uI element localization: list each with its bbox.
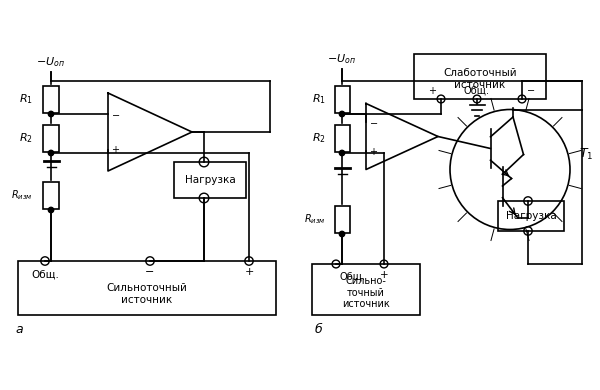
Circle shape	[340, 111, 344, 117]
Bar	[174, 162, 246, 198]
Circle shape	[49, 150, 54, 156]
Bar	[335, 206, 349, 232]
Circle shape	[49, 207, 54, 213]
Bar	[43, 124, 59, 151]
Circle shape	[49, 111, 54, 117]
Text: $-U_{оп}$: $-U_{оп}$	[37, 55, 65, 69]
Text: $-U_{оп}$: $-U_{оп}$	[328, 52, 356, 66]
Text: Сильно-
точный
источник: Сильно- точный источник	[342, 276, 390, 309]
Text: б: б	[315, 323, 323, 336]
Text: $T_1$: $T_1$	[579, 147, 593, 162]
Bar	[43, 181, 59, 209]
Text: $+$: $+$	[111, 144, 120, 155]
Text: $R_2$: $R_2$	[311, 131, 325, 145]
Bar	[335, 85, 349, 112]
Bar	[18, 261, 276, 315]
Text: Слаботочный: Слаботочный	[443, 69, 517, 78]
Text: $R_1$: $R_1$	[19, 92, 33, 106]
Text: +: +	[380, 270, 388, 280]
Bar	[498, 201, 564, 231]
Text: $+$: $+$	[369, 146, 378, 157]
Text: $R_{изм}$: $R_{изм}$	[11, 188, 33, 202]
Text: −: −	[145, 267, 155, 277]
Bar	[414, 54, 546, 99]
Text: +: +	[428, 86, 437, 96]
Text: +: +	[244, 267, 254, 277]
Bar	[312, 264, 420, 315]
Text: $-$: $-$	[111, 110, 120, 119]
Bar	[335, 124, 349, 151]
Text: −: −	[527, 86, 535, 96]
Text: Общ.: Общ.	[31, 270, 59, 280]
Text: $R_1$: $R_1$	[311, 92, 325, 106]
Text: Общ.: Общ.	[464, 86, 490, 96]
Text: а: а	[15, 323, 23, 336]
Circle shape	[340, 231, 344, 237]
Text: Нагрузка: Нагрузка	[506, 211, 556, 221]
Text: Нагрузка: Нагрузка	[185, 175, 235, 185]
Text: $R_{изм}$: $R_{изм}$	[304, 212, 325, 226]
Bar	[43, 85, 59, 112]
Circle shape	[340, 150, 344, 156]
Text: $-$: $-$	[369, 117, 378, 127]
Text: Общ.: Общ.	[339, 271, 365, 282]
Text: $R_2$: $R_2$	[19, 131, 33, 145]
Text: Сильноточный
источник: Сильноточный источник	[107, 283, 187, 305]
Text: источник: источник	[454, 80, 506, 90]
